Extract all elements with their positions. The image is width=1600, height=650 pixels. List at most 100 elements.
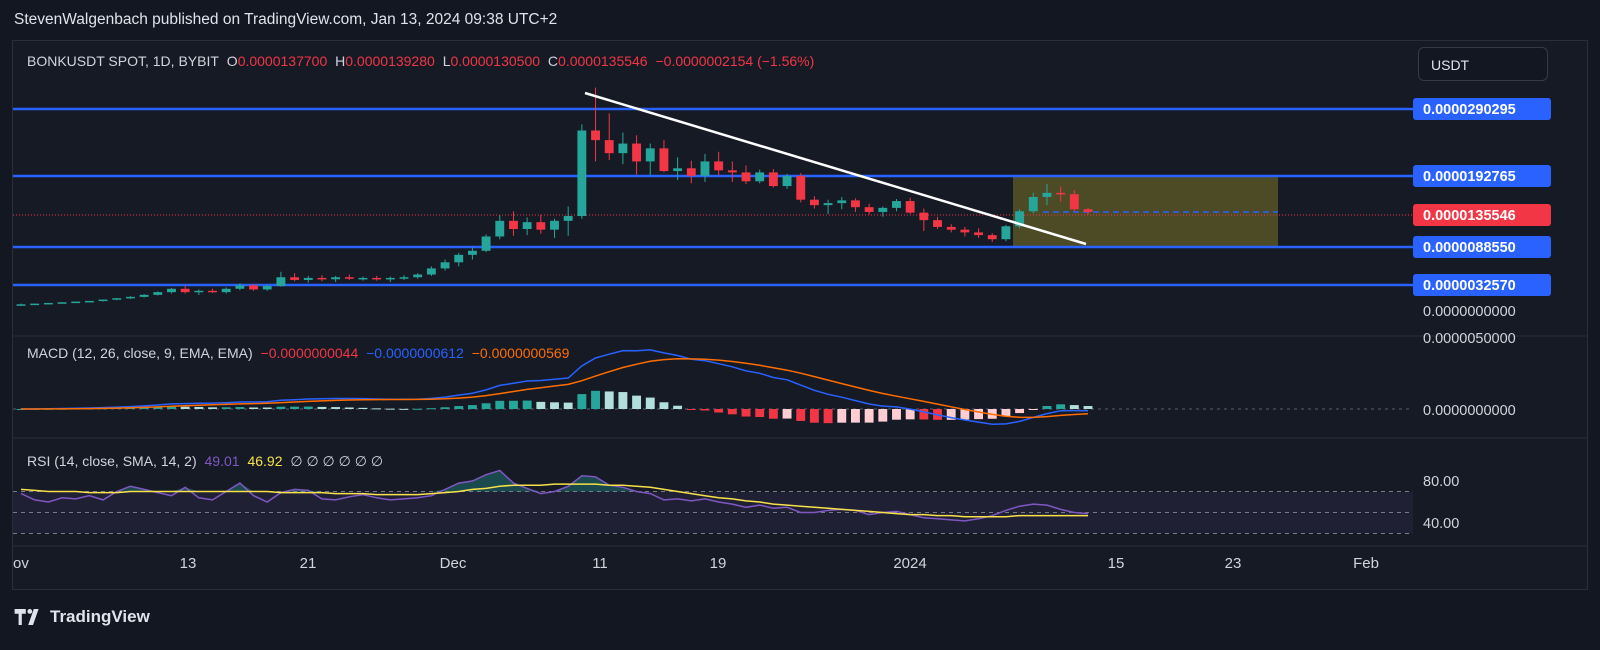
candle bbox=[509, 220, 518, 229]
candle bbox=[125, 296, 135, 299]
candle bbox=[262, 286, 272, 290]
candle bbox=[16, 304, 26, 306]
candle bbox=[919, 212, 929, 221]
macd-histogram-bar bbox=[714, 409, 724, 413]
candle bbox=[905, 201, 915, 213]
x-axis-tick-label: 19 bbox=[710, 555, 727, 572]
macd-axis-label: 0.0000050000 bbox=[1423, 331, 1516, 347]
macd-line bbox=[20, 349, 1089, 425]
macd-histogram-bar bbox=[139, 407, 149, 409]
tradingview-logo[interactable]: TradingView bbox=[14, 604, 150, 630]
published-caption: StevenWalgenbach published on TradingVie… bbox=[14, 11, 558, 28]
candle bbox=[276, 277, 286, 287]
candle bbox=[413, 274, 423, 278]
level-tag-label: 0.0000088550 bbox=[1423, 240, 1516, 256]
macd-histogram-bar bbox=[768, 409, 778, 419]
candle bbox=[495, 220, 505, 237]
candle bbox=[1001, 226, 1011, 240]
candle bbox=[454, 254, 464, 263]
symbol-label[interactable]: BONKUSDT SPOT, 1D, BYBIT bbox=[27, 53, 219, 69]
candle bbox=[98, 299, 108, 302]
candle bbox=[385, 277, 395, 280]
candle bbox=[30, 303, 40, 306]
macd-title[interactable]: MACD (12, 26, close, 9, EMA, EMA) bbox=[27, 345, 253, 361]
level-tag-label: 0.0000192765 bbox=[1423, 169, 1516, 185]
macd-histogram-bar bbox=[208, 407, 217, 409]
candle bbox=[892, 201, 901, 208]
macd-histogram-bar bbox=[153, 407, 163, 409]
macd-histogram-bar bbox=[426, 408, 436, 410]
candle bbox=[426, 268, 436, 275]
candle bbox=[550, 220, 559, 230]
candle bbox=[372, 277, 382, 280]
macd-histogram-bar bbox=[673, 405, 683, 409]
candle bbox=[522, 222, 532, 229]
macd-histogram-bar bbox=[194, 406, 204, 409]
macd-histogram-bar bbox=[1015, 409, 1025, 414]
candle bbox=[864, 207, 874, 212]
candle bbox=[837, 200, 847, 204]
high-value: 0.0000139280 bbox=[345, 53, 435, 69]
x-axis-tick-label: 2024 bbox=[893, 555, 926, 572]
macd-histogram-bar bbox=[851, 409, 860, 423]
macd-histogram-bar bbox=[167, 406, 176, 409]
candle bbox=[317, 277, 327, 280]
macd-histogram-bar bbox=[782, 409, 792, 419]
candle bbox=[139, 294, 149, 297]
candle bbox=[331, 277, 341, 280]
footer: TradingView bbox=[0, 590, 1600, 650]
candle bbox=[632, 143, 642, 162]
macd-histogram-bar bbox=[372, 408, 382, 410]
candle bbox=[399, 277, 409, 279]
macd-histogram-bar bbox=[741, 409, 751, 417]
open-label: O bbox=[226, 53, 238, 69]
tradingview-brand: TradingView bbox=[50, 607, 150, 626]
macd-histogram-bar bbox=[974, 409, 984, 420]
macd-signal-line bbox=[21, 358, 1089, 419]
macd-histogram-bar bbox=[1069, 405, 1079, 409]
macd-histogram-bar bbox=[1001, 409, 1011, 417]
low-label: L bbox=[442, 53, 451, 69]
candle bbox=[673, 168, 683, 172]
candle bbox=[1015, 211, 1025, 227]
macd-histogram-bar bbox=[659, 402, 669, 409]
candle bbox=[440, 262, 450, 269]
macd-histogram-bar bbox=[700, 409, 710, 411]
price-legend: BONKUSDT SPOT, 1D, BYBIT O0.0000137700 H… bbox=[27, 53, 818, 69]
price-axis-label: 0.0000000000 bbox=[1423, 304, 1516, 320]
macd-histogram-bar bbox=[550, 402, 559, 409]
macd-histogram-bar bbox=[467, 405, 477, 409]
candle bbox=[851, 200, 860, 208]
macd-histogram-bar bbox=[727, 409, 737, 415]
macd-histogram-bar bbox=[495, 400, 505, 409]
candle bbox=[180, 288, 190, 293]
chart-frame[interactable]: 0.0000290295 0.0000192765 0.0000088550 0.00… bbox=[12, 40, 1588, 590]
chart-canvas[interactable]: 0.0000290295 0.0000192765 0.0000088550 0.00… bbox=[13, 41, 1588, 590]
macd-histogram-bar bbox=[399, 408, 409, 410]
candle bbox=[536, 222, 546, 230]
change-value: −0.0000002154 (−1.56%) bbox=[655, 53, 815, 69]
rsi-axis-label: 40.00 bbox=[1423, 516, 1459, 532]
rsi-title[interactable]: RSI (14, close, SMA, 14, 2) bbox=[27, 453, 197, 469]
macd-histogram-bar bbox=[604, 391, 614, 409]
candle bbox=[823, 203, 833, 206]
macd-line-value: −0.0000000612 bbox=[366, 345, 464, 361]
macd-histogram-bar bbox=[919, 409, 929, 420]
candle bbox=[727, 170, 737, 173]
macd-histogram-bar bbox=[344, 407, 354, 409]
candle bbox=[1083, 209, 1093, 212]
last-price-label: 0.0000135546 bbox=[1423, 208, 1516, 224]
candle bbox=[618, 143, 628, 154]
macd-histogram-bar bbox=[892, 409, 901, 420]
macd-histogram-bar bbox=[509, 400, 518, 409]
level-tag bbox=[1413, 165, 1551, 187]
macd-histogram-bar bbox=[536, 401, 546, 409]
x-axis-tick-label: Feb bbox=[1353, 555, 1379, 572]
currency-button[interactable]: USDT bbox=[1418, 47, 1548, 81]
rsi-ma-value: 46.92 bbox=[247, 453, 283, 469]
macd-histogram-bar bbox=[481, 403, 491, 409]
macd-histogram-bar bbox=[358, 407, 368, 409]
candle bbox=[344, 277, 354, 279]
candle bbox=[755, 172, 765, 182]
macd-histogram-bar bbox=[303, 406, 313, 409]
